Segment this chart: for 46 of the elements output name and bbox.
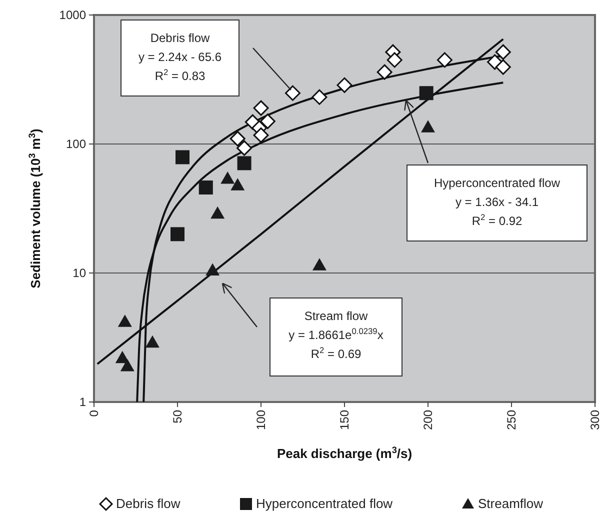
point (495, 44, 511, 60)
point (237, 156, 252, 170)
point (284, 85, 300, 101)
x-tick-label: 0 (87, 410, 102, 417)
x-tick-label: 250 (504, 410, 519, 430)
x-tick-label: 100 (254, 410, 268, 430)
legend-label: Streamflow (478, 496, 544, 511)
y-tick-label: 1 (79, 395, 86, 410)
x-tick-label: 150 (338, 410, 352, 430)
point (198, 180, 213, 195)
legend-label: Hyperconcentrated flow (256, 496, 394, 511)
annotation: Debris flow y = 2.24x - 65.6 R$^{2}$ = 0.83 (138, 31, 222, 83)
point (253, 127, 269, 143)
text: Stream flow y = 1.8661e$^{0.0239}$x R$^{2}$ = 0.69 (288, 309, 384, 361)
point (419, 86, 434, 100)
point (495, 59, 511, 75)
point (336, 77, 352, 93)
y-tick-label: 1000 (59, 8, 86, 22)
point (421, 120, 435, 132)
point (170, 227, 184, 242)
x-tick-label: 300 (588, 410, 601, 430)
point (260, 114, 276, 130)
annotation: Hyperconcentrated flow y = 1.36x - 34.1 R$^{2}$ = 0.92 (434, 176, 560, 228)
point (312, 258, 326, 270)
point (230, 130, 246, 146)
point (176, 150, 190, 164)
point (312, 89, 328, 105)
point (206, 263, 220, 276)
y-tick-label: 100 (66, 137, 86, 152)
point (236, 140, 252, 156)
point (230, 178, 245, 190)
point (220, 172, 235, 184)
point (210, 206, 225, 219)
point (145, 335, 160, 348)
point (120, 359, 134, 372)
point (376, 64, 392, 80)
y-tick-label: 10 (72, 266, 86, 280)
x-tick-label: 50 (170, 410, 185, 424)
point (386, 52, 402, 68)
point (118, 314, 132, 327)
point (436, 52, 452, 68)
x-tick-label: 200 (421, 410, 436, 430)
x-axis-title: Peak discharge (m$^{3}$/s) (276, 445, 412, 461)
point (253, 100, 269, 116)
legend-label: Debris flow (116, 496, 181, 511)
point (115, 350, 130, 364)
